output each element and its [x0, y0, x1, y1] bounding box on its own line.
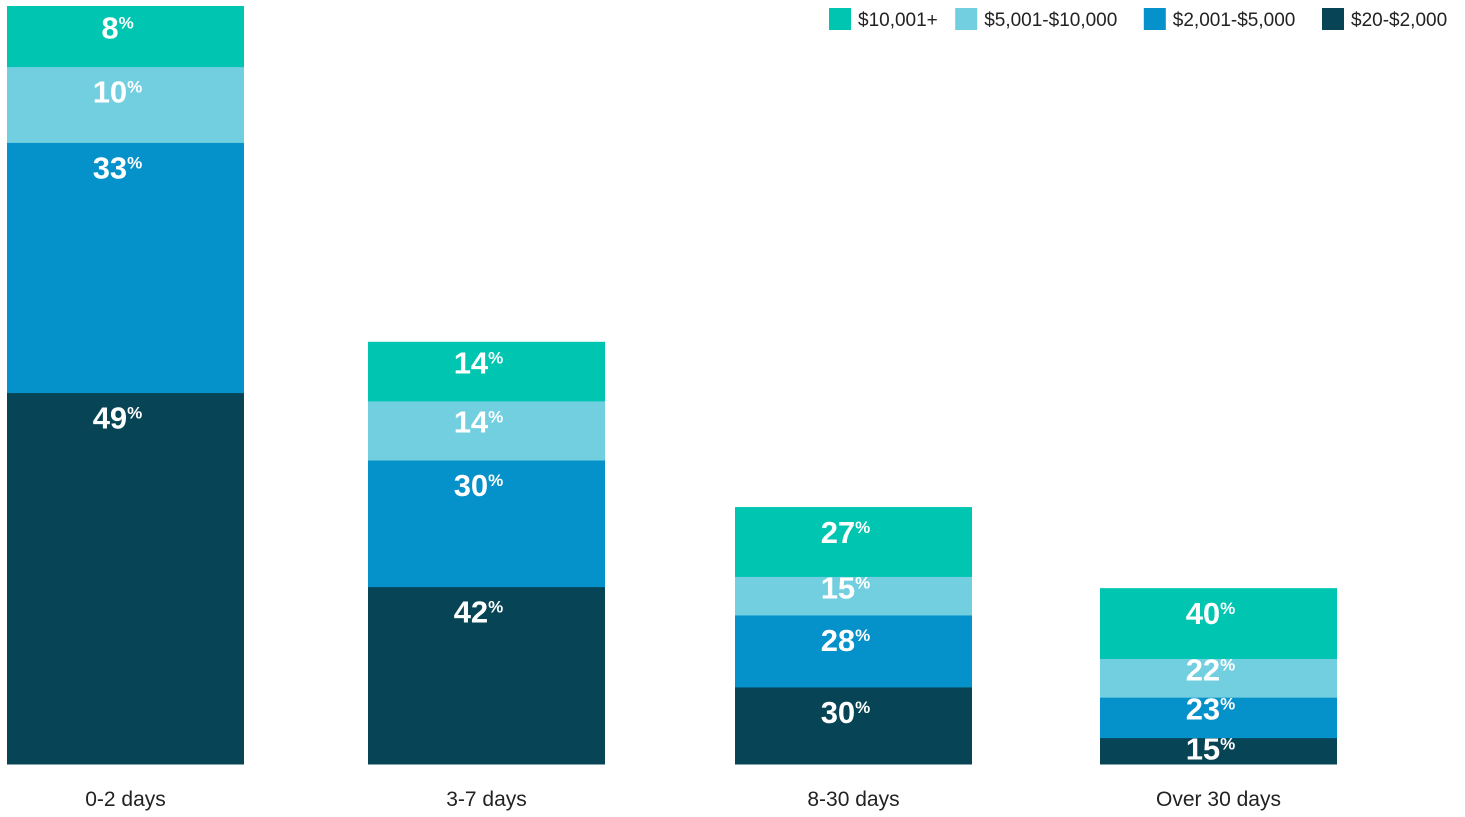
bar-segment-over-30-days-5-001-10-000	[1100, 658, 1337, 698]
category-label-0-2-days: 0-2 days	[85, 788, 166, 811]
bar-segment-over-30-days-20-2-000	[1100, 737, 1337, 765]
legend-label-20-2-000: $20-$2,000	[1351, 10, 1447, 31]
category-label-3-7-days: 3-7 days	[446, 788, 527, 811]
category-axis: 0-2 days 3-7 days 8-30 days Over 30 days	[85, 788, 1281, 811]
data-label-0-2-days-5-001-10-000: 10%	[93, 75, 143, 110]
legend-swatch-10-001	[829, 8, 851, 30]
bar-segment-3-7-days-20-2-000	[368, 586, 605, 765]
category-label-over-30-days: Over 30 days	[1156, 788, 1281, 811]
legend-label-10-001: $10,001+	[858, 10, 938, 31]
chart-legend: $10,001+ $5,001-$10,000 $2,001-$5,000 $20-$…	[829, 8, 1447, 31]
legend-item-10-001: $10,001+	[829, 8, 938, 31]
bar-segment-8-30-days-2-001-5-000	[735, 614, 972, 688]
data-label-0-2-days-20-2-000: 49%	[93, 401, 143, 436]
bar-segment-3-7-days-10-001	[368, 341, 605, 402]
bar-segment-8-30-days-10-001	[735, 507, 972, 577]
bar-segment-over-30-days-2-001-5-000	[1100, 697, 1337, 739]
data-label-0-2-days-10-001: 8%	[101, 10, 133, 45]
data-label-3-7-days-5-001-10-000: 14%	[454, 404, 504, 439]
bar-segment-0-2-days-2-001-5-000	[7, 142, 244, 394]
data-label-3-7-days-20-2-000: 42%	[454, 595, 504, 630]
data-label-8-30-days-10-001: 27%	[821, 515, 871, 550]
data-label-3-7-days-10-001: 14%	[454, 345, 504, 380]
legend-label-5-001-10-000: $5,001-$10,000	[984, 10, 1117, 31]
data-label-3-7-days-2-001-5-000: 30%	[454, 468, 504, 503]
category-label-8-30-days: 8-30 days	[807, 788, 899, 811]
legend-item-5-001-10-000: $5,001-$10,000	[955, 8, 1117, 31]
bar-segment-8-30-days-5-001-10-000	[735, 576, 972, 616]
bars-group: 49%33%10%8%42%30%14%14%30%28%15%27%15%23…	[7, 6, 1337, 767]
legend-item-20-2-000: $20-$2,000	[1322, 8, 1447, 31]
legend-swatch-5-001-10-000	[955, 8, 978, 30]
bar-segment-3-7-days-2-001-5-000	[368, 460, 605, 588]
data-label-0-2-days-2-001-5-000: 33%	[93, 150, 143, 185]
legend-item-2-001-5-000: $2,001-$5,000	[1143, 8, 1296, 31]
bar-segment-0-2-days-5-001-10-000	[7, 66, 244, 143]
bar-segment-8-30-days-20-2-000	[735, 686, 972, 765]
legend-swatch-20-2-000	[1322, 8, 1344, 30]
data-label-over-30-days-10-001: 40%	[1186, 596, 1236, 631]
data-label-8-30-days-2-001-5-000: 28%	[821, 623, 871, 658]
bar-segment-3-7-days-5-001-10-000	[368, 400, 605, 461]
bar-segment-0-2-days-20-2-000	[7, 392, 244, 765]
bar-segment-over-30-days-10-001	[1100, 588, 1337, 659]
legend-swatch-2-001-5-000	[1143, 8, 1166, 30]
bar-segment-0-2-days-10-001	[7, 6, 244, 68]
data-label-8-30-days-20-2-000: 30%	[821, 695, 871, 730]
legend-label-2-001-5-000: $2,001-$5,000	[1173, 10, 1296, 31]
